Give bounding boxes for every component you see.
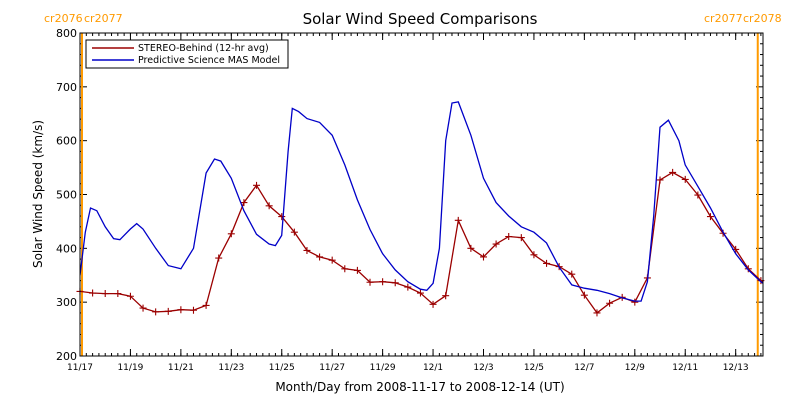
stereo-data-point	[164, 307, 172, 315]
stereo-data-point	[606, 299, 614, 307]
x-tick-label: 12/11	[672, 363, 698, 373]
stereo-data-point	[177, 306, 185, 314]
stereo-data-point	[391, 279, 399, 287]
stereo-data-point	[492, 240, 500, 248]
stereo-data-point	[240, 199, 248, 207]
legend-label-stereo: STEREO-Behind (12-hr avg)	[138, 43, 269, 54]
y-axis-label: Solar Wind Speed (km/s)	[31, 120, 45, 268]
stereo-data-point	[316, 253, 324, 261]
stereo-data-point	[353, 266, 361, 274]
stereo-data-point	[543, 259, 551, 267]
stereo-data-point	[114, 290, 122, 298]
legend: STEREO-Behind (12-hr avg) Predictive Sci…	[85, 39, 289, 69]
stereo-data-point	[101, 290, 109, 298]
x-tick-label: 11/25	[269, 363, 295, 373]
x-tick-label: 12/7	[574, 363, 594, 373]
stereo-data-point	[505, 232, 513, 240]
stereo-data-point	[656, 176, 664, 184]
x-tick-label: 12/1	[423, 363, 443, 373]
y-tick-label: 500	[56, 189, 77, 202]
stereo-data-point	[429, 300, 437, 308]
stereo-series-line	[80, 171, 763, 314]
x-tick-label: 12/9	[625, 363, 645, 373]
stereo-data-point	[152, 308, 160, 316]
stereo-data-point	[467, 244, 475, 252]
y-tick-label: 700	[56, 81, 77, 94]
cr-right-label-2: cr2078	[743, 12, 782, 25]
stereo-data-point	[454, 216, 462, 224]
stereo-data-point	[227, 230, 235, 238]
x-tick-label: 12/3	[473, 363, 493, 373]
x-tick-label: 11/21	[168, 363, 194, 373]
x-axis-label: Month/Day from 2008-11-17 to 2008-12-14 …	[275, 380, 564, 394]
stereo-data-point	[631, 298, 639, 306]
stereo-data-point	[215, 254, 223, 262]
cr-left-label-2: cr2077	[84, 12, 123, 25]
stereo-data-point	[442, 292, 450, 300]
stereo-data-point	[139, 304, 147, 312]
stereo-data-point	[278, 213, 286, 221]
stereo-data-point	[265, 202, 273, 210]
plot-frame	[79, 32, 764, 357]
stereo-data-point	[341, 265, 349, 273]
cr-right-label-1: cr2077	[704, 12, 743, 25]
x-tick-label: 11/27	[319, 363, 345, 373]
stereo-data-point	[253, 181, 261, 189]
y-tick-label: 200	[56, 350, 77, 363]
y-tick-label: 800	[56, 27, 77, 40]
stereo-data-point	[706, 213, 714, 221]
x-tick-label: 12/13	[723, 363, 749, 373]
legend-box	[85, 39, 289, 69]
stereo-data-point	[303, 246, 311, 254]
stereo-data-point	[328, 256, 336, 264]
x-tick-label: 11/23	[218, 363, 244, 373]
stereo-data-point	[379, 278, 387, 286]
stereo-data-point	[290, 228, 298, 236]
stereo-data-point	[202, 301, 210, 309]
x-tick-label: 11/17	[67, 363, 93, 373]
chart-title: Solar Wind Speed Comparisons	[303, 10, 538, 28]
x-tick-label: 11/29	[370, 363, 396, 373]
stereo-data-point	[669, 168, 677, 176]
stereo-data-point	[126, 292, 134, 300]
stereo-data-point	[404, 283, 412, 291]
stereo-data-point	[89, 289, 97, 297]
stereo-data-point	[744, 265, 752, 273]
stereo-data-point	[593, 309, 601, 317]
stereo-data-point	[479, 253, 487, 261]
mas-model-series-line	[80, 101, 763, 302]
stereo-data-point	[694, 191, 702, 199]
x-tick-label: 11/19	[117, 363, 143, 373]
x-tick-label: 12/5	[524, 363, 544, 373]
stereo-data-point	[530, 251, 538, 259]
y-tick-label: 600	[56, 135, 77, 148]
stereo-data-point	[416, 289, 424, 297]
plot-area: 200 300 400 500 600 700 800 11/17 11/19 11/21 11/2…	[56, 27, 765, 373]
stereo-data-point	[517, 234, 525, 242]
stereo-data-point	[681, 175, 689, 183]
stereo-data-point	[580, 291, 588, 299]
y-tick-label: 300	[56, 296, 77, 309]
stereo-data-point	[189, 306, 197, 314]
y-tick-label: 400	[56, 242, 77, 255]
legend-label-mas: Predictive Science MAS Model	[138, 55, 280, 66]
stereo-data-point	[366, 278, 374, 286]
stereo-data-point	[568, 270, 576, 278]
cr-left-label-1: cr2076	[44, 12, 83, 25]
